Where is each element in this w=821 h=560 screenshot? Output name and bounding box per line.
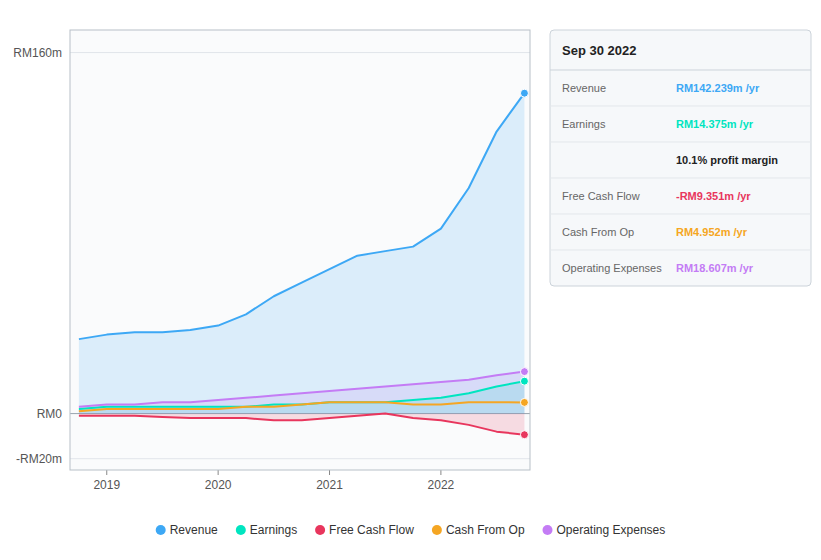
info-row-label: Free Cash Flow: [562, 190, 640, 202]
info-row-separator: [550, 178, 811, 179]
end-dot: [520, 89, 528, 97]
x-tick: [329, 470, 330, 475]
plot-background: [70, 30, 530, 470]
legend-label: Cash From Op: [446, 523, 525, 537]
end-dot: [520, 377, 528, 385]
info-box: Sep 30 2022 Revenue RM142.239m /yr Earnings…: [550, 30, 811, 286]
x-tick: [440, 470, 441, 475]
end-dot: [520, 431, 528, 439]
legend-label: Earnings: [250, 523, 297, 537]
plot-frame: [70, 30, 530, 470]
grid: [70, 53, 530, 459]
legend-marker: [432, 525, 442, 535]
background: [0, 0, 821, 560]
x-tick-label: 2020: [205, 478, 232, 492]
info-row-label: Earnings: [562, 118, 606, 130]
legend-marker: [315, 525, 325, 535]
legend-item: Revenue: [156, 523, 218, 537]
grid-line: [70, 52, 530, 53]
x-tick-label: 2021: [316, 478, 343, 492]
area: [79, 414, 525, 435]
line: [79, 372, 525, 407]
info-row-value: -RM9.351m /yr: [676, 190, 751, 202]
legend-marker: [236, 525, 246, 535]
x-tick-label: 2022: [428, 478, 455, 492]
info-row-separator: [550, 142, 811, 143]
x-tick: [218, 470, 219, 475]
info-row-separator: [550, 106, 811, 107]
y-tick-label: -RM20m: [16, 452, 62, 466]
y-tick-label: RM160m: [13, 46, 62, 60]
info-row-value: RM18.607m /yr: [676, 262, 754, 274]
info-box-separator: [550, 70, 811, 71]
legend-marker: [156, 525, 166, 535]
end-dot: [520, 398, 528, 406]
legend: Revenue Earnings Free Cash Flow Cash From O…: [156, 523, 666, 537]
x-tick-label: 2019: [93, 478, 120, 492]
legend-marker: [543, 525, 553, 535]
line: [79, 93, 525, 339]
legend-label: Free Cash Flow: [329, 523, 414, 537]
info-row-label: Cash From Op: [562, 226, 634, 238]
info-row-label: Revenue: [562, 82, 606, 94]
info-row-value: 10.1% profit margin: [676, 154, 778, 166]
legend-item: Operating Expenses: [543, 523, 666, 537]
areas: [79, 93, 525, 435]
title: Sep 30 2022: [562, 43, 636, 58]
y-tick-label: RM0: [37, 407, 63, 421]
legend-item: Earnings: [236, 523, 297, 537]
end-dots: [520, 89, 528, 439]
info-row-label: Operating Expenses: [562, 262, 662, 274]
info-row-value: RM4.952m /yr: [676, 226, 748, 238]
legend-item: Cash From Op: [432, 523, 525, 537]
info-box-frame: [550, 30, 811, 286]
legend-item: Free Cash Flow: [315, 523, 414, 537]
legend-label: Operating Expenses: [557, 523, 666, 537]
data: [79, 89, 529, 439]
info-row-separator: [550, 250, 811, 251]
legend-label: Revenue: [170, 523, 218, 537]
x-tick: [106, 470, 107, 475]
lines: [79, 93, 525, 435]
area: [79, 372, 525, 414]
info-row-value: RM14.375m /yr: [676, 118, 754, 130]
end-dot: [520, 368, 528, 376]
info-row-value: RM142.239m /yr: [676, 82, 760, 94]
line: [79, 414, 525, 435]
chart: -RM20m RM0 RM160m 2019 2020 2021 2022 Sep 30 20…: [0, 0, 821, 560]
area: [79, 93, 525, 413]
info-row-separator: [550, 214, 811, 215]
grid-line: [70, 458, 530, 459]
